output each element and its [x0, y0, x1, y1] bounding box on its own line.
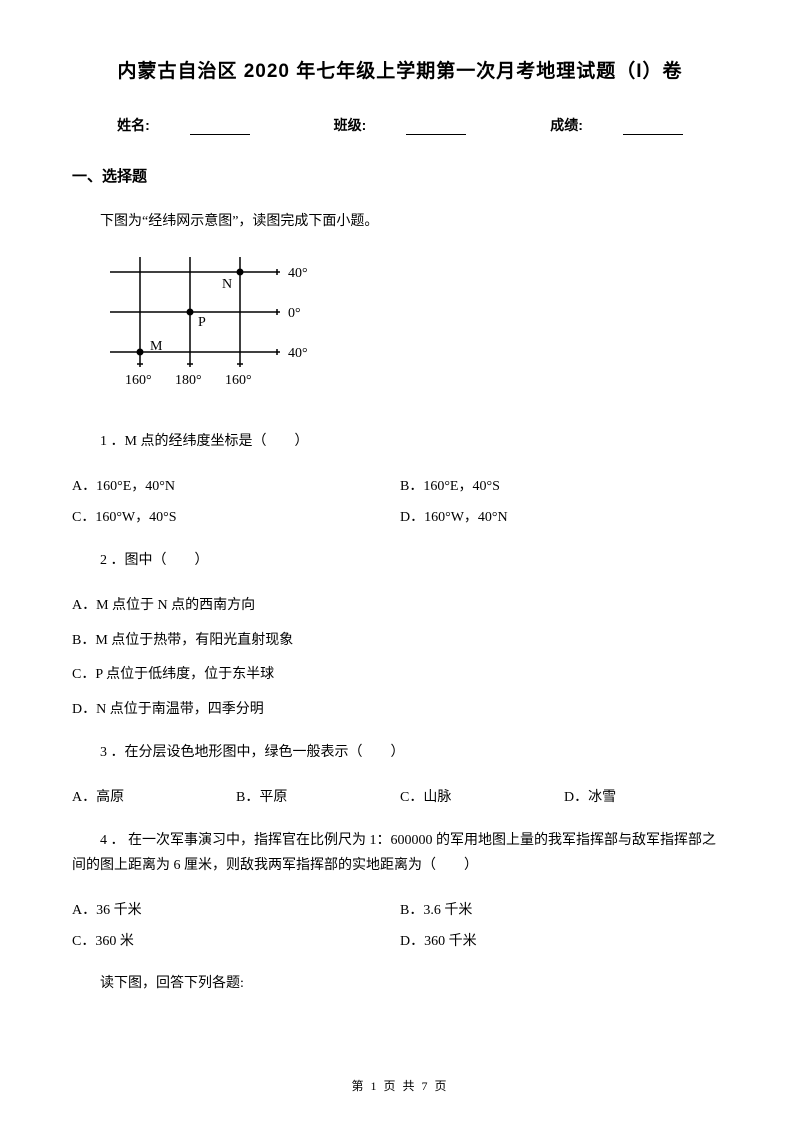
page-footer: 第 1 页 共 7 页: [0, 1077, 800, 1094]
q1-opt-a: A．160°E，40°N: [72, 472, 400, 503]
q3-opt-c: C．山脉: [400, 783, 564, 814]
q3-opt-b: B．平原: [236, 783, 400, 814]
q3-options: A．高原 B．平原 C．山脉 D．冰雪: [72, 783, 728, 814]
point-n-label: N: [222, 277, 232, 292]
q3-stem: 3 ．在分层设色地形图中，绿色一般表示（ ）: [72, 740, 728, 765]
q2-opt-b: B．M 点位于热带，有阳光直射现象: [72, 626, 728, 657]
closing-paragraph: 读下图，回答下列各题:: [72, 972, 728, 996]
lat-label-1: 0°: [288, 306, 301, 321]
q1-options: A．160°E，40°N B．160°E，40°S C．160°W，40°S D…: [72, 472, 728, 534]
point-m-label: M: [150, 339, 163, 354]
q4-opt-b: B．3.6 千米: [400, 896, 728, 927]
name-blank: [190, 119, 250, 135]
score-label: 成绩:: [550, 117, 583, 133]
q4-options: A．36 千米 B．3.6 千米 C．360 米 D．360 千米: [72, 896, 728, 958]
class-blank: [406, 119, 466, 135]
q4-opt-c: C．360 米: [72, 927, 400, 958]
grid-diagram: M P N 40° 0° 40° 160° 180° 160°: [100, 252, 728, 407]
name-label: 姓名:: [117, 117, 150, 133]
q1-opt-d: D．160°W，40°N: [400, 503, 728, 534]
name-field: 姓名:: [97, 117, 270, 133]
score-field: 成绩:: [530, 117, 703, 133]
q2-opt-a: A．M 点位于 N 点的西南方向: [72, 591, 728, 622]
class-field: 班级:: [314, 117, 487, 133]
q1-opt-b: B．160°E，40°S: [400, 472, 728, 503]
point-p-label: P: [198, 315, 206, 330]
header-fields: 姓名: 班级: 成绩:: [72, 115, 728, 135]
section-heading: 一、选择题: [72, 165, 728, 186]
q1-stem: 1 ．M 点的经纬度坐标是（ ）: [72, 429, 728, 454]
q1-opt-c: C．160°W，40°S: [72, 503, 400, 534]
lon-label-1: 180°: [175, 373, 202, 388]
lon-label-0: 160°: [125, 373, 152, 388]
lat-label-2: 40°: [288, 346, 308, 361]
lat-label-0: 40°: [288, 266, 308, 281]
q2-opt-d: D．N 点位于南温带，四季分明: [72, 695, 728, 726]
q2-opt-c: C．P 点位于低纬度，位于东半球: [72, 660, 728, 691]
q4-opt-a: A．36 千米: [72, 896, 400, 927]
q3-opt-d: D．冰雪: [564, 783, 728, 814]
score-blank: [623, 119, 683, 135]
q4-opt-d: D．360 千米: [400, 927, 728, 958]
intro-paragraph: 下图为“经纬网示意图”，读图完成下面小题。: [72, 210, 728, 234]
page-title: 内蒙古自治区 2020 年七年级上学期第一次月考地理试题（I）卷: [72, 56, 728, 83]
q3-opt-a: A．高原: [72, 783, 236, 814]
q4-stem: 4 ． 在一次军事演习中，指挥官在比例尺为 1：600000 的军用地图上量的我…: [72, 828, 728, 878]
q2-stem: 2 ．图中（ ）: [72, 548, 728, 573]
lon-label-2: 160°: [225, 373, 252, 388]
class-label: 班级:: [334, 117, 367, 133]
q2-options: A．M 点位于 N 点的西南方向 B．M 点位于热带，有阳光直射现象 C．P 点…: [72, 591, 728, 726]
